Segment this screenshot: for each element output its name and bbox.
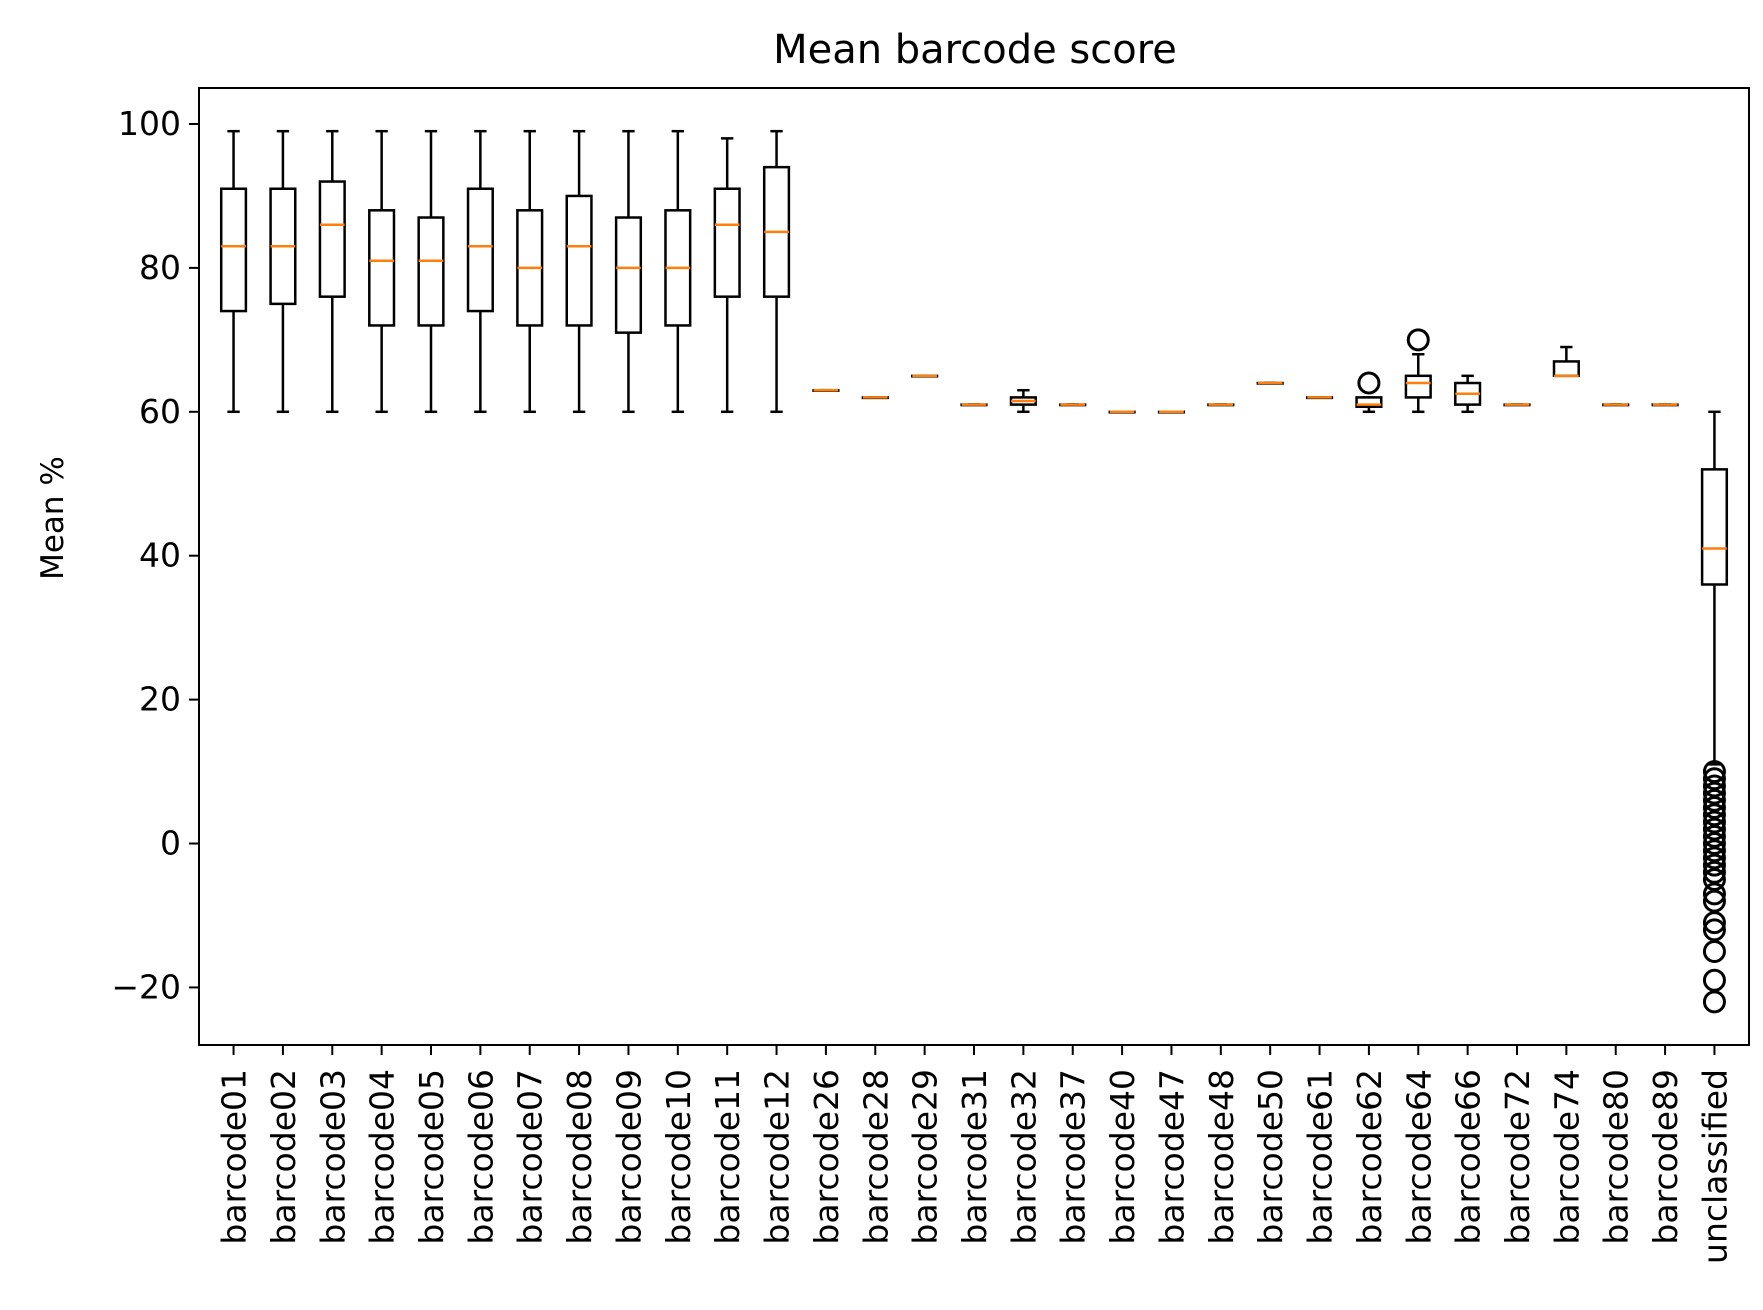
x-tick-label: barcode50 bbox=[1251, 1069, 1290, 1245]
y-tick-label: 0 bbox=[160, 824, 181, 863]
x-tick-label: barcode12 bbox=[758, 1069, 797, 1245]
flier-point bbox=[1702, 990, 1726, 1014]
flier-point bbox=[1702, 760, 1726, 784]
flier-point bbox=[1357, 371, 1381, 395]
x-tick-label: barcode62 bbox=[1350, 1069, 1389, 1245]
flier-point bbox=[1702, 781, 1726, 805]
flier-point bbox=[1702, 774, 1726, 798]
x-tick-label: barcode31 bbox=[955, 1069, 994, 1245]
x-tick-label: barcode11 bbox=[708, 1069, 747, 1245]
flier-point bbox=[1702, 817, 1726, 841]
y-tick-label: 40 bbox=[139, 536, 181, 575]
flier-point bbox=[1702, 911, 1726, 935]
flier-point bbox=[1702, 968, 1726, 992]
x-tick-label: barcode06 bbox=[461, 1069, 500, 1245]
flier-point bbox=[1406, 328, 1430, 352]
box bbox=[614, 216, 643, 334]
flier-point bbox=[1702, 939, 1726, 963]
x-tick-label: barcode05 bbox=[412, 1069, 451, 1245]
flier-point bbox=[1702, 846, 1726, 870]
x-tick-label: barcode28 bbox=[856, 1069, 895, 1245]
y-tick-label: 100 bbox=[118, 104, 181, 143]
box bbox=[318, 180, 346, 298]
flier-point bbox=[1702, 810, 1726, 834]
x-tick-label: barcode08 bbox=[560, 1069, 599, 1245]
x-tick-label: barcode32 bbox=[1004, 1069, 1043, 1245]
x-tick-label: barcode10 bbox=[659, 1069, 698, 1245]
flier-point bbox=[1702, 832, 1726, 856]
x-tick-label: barcode01 bbox=[215, 1069, 254, 1245]
flier-point bbox=[1702, 860, 1726, 884]
flier-point bbox=[1702, 839, 1726, 863]
flier-point bbox=[1702, 889, 1726, 913]
axes-frame bbox=[198, 87, 1750, 1046]
box bbox=[1404, 374, 1432, 399]
box bbox=[368, 209, 396, 327]
box bbox=[1700, 468, 1729, 586]
box bbox=[1552, 360, 1580, 378]
x-tick-label: barcode09 bbox=[609, 1069, 648, 1245]
y-tick-label: 60 bbox=[139, 392, 181, 431]
x-tick-label: barcode89 bbox=[1646, 1069, 1685, 1245]
x-tick-label: barcode29 bbox=[906, 1069, 945, 1245]
chart-title: Mean barcode score bbox=[773, 27, 1177, 73]
x-tick-label: barcode04 bbox=[363, 1069, 402, 1245]
plot-area: −20 0 20 40 60 80 100 barcode01 barcode02 barcode… bbox=[111, 104, 1734, 1264]
box bbox=[417, 216, 445, 327]
flier-point bbox=[1702, 803, 1726, 827]
flier-point bbox=[1702, 824, 1726, 848]
y-axis-label: Mean % bbox=[35, 456, 71, 580]
y-tick-label: 20 bbox=[139, 680, 181, 719]
flier-point bbox=[1702, 788, 1726, 812]
flier-point bbox=[1702, 767, 1726, 791]
x-tick-label: barcode37 bbox=[1054, 1069, 1093, 1245]
flier-point bbox=[1702, 882, 1726, 906]
x-tick-label: barcode66 bbox=[1449, 1069, 1488, 1245]
box bbox=[565, 194, 593, 327]
y-tick-label: −20 bbox=[111, 967, 181, 1006]
x-tick-label: unclassified bbox=[1695, 1069, 1734, 1264]
flier-point bbox=[1702, 796, 1726, 820]
x-tick-label: barcode74 bbox=[1547, 1069, 1586, 1245]
x-tick-label: barcode80 bbox=[1597, 1069, 1636, 1245]
box bbox=[466, 187, 494, 313]
x-tick-label: barcode07 bbox=[511, 1069, 550, 1245]
flier-point bbox=[1702, 918, 1726, 942]
x-tick-label: barcode48 bbox=[1202, 1069, 1241, 1245]
box bbox=[219, 187, 248, 313]
box bbox=[1355, 396, 1383, 409]
flier-point bbox=[1702, 853, 1726, 877]
x-tick-label: barcode26 bbox=[807, 1069, 846, 1245]
box bbox=[713, 187, 741, 298]
x-tick-label: barcode72 bbox=[1498, 1069, 1537, 1245]
x-tick-label: barcode64 bbox=[1399, 1069, 1438, 1245]
flier-point bbox=[1702, 868, 1726, 892]
x-tick-label: barcode40 bbox=[1103, 1069, 1142, 1245]
x-tick-label: barcode47 bbox=[1152, 1069, 1191, 1245]
x-tick-label: barcode02 bbox=[264, 1069, 303, 1245]
y-tick-label: 80 bbox=[139, 248, 181, 287]
x-tick-label: barcode03 bbox=[313, 1069, 352, 1245]
x-tick-label: barcode61 bbox=[1301, 1069, 1340, 1245]
